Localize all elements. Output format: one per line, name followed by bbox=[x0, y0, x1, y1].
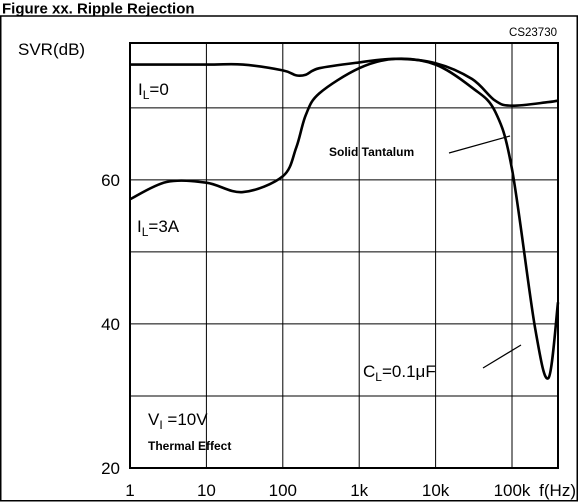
series-line-il-3a bbox=[129, 57, 560, 380]
figure-caption: Figure xx. Ripple Rejection bbox=[2, 0, 195, 17]
series-line-il-0 bbox=[130, 57, 559, 108]
y-tick-label: 20 bbox=[101, 459, 120, 478]
label-vi: VI =10V bbox=[148, 410, 208, 432]
x-tick-label: 1k bbox=[350, 481, 368, 500]
x-tick-label: 100 bbox=[269, 481, 297, 500]
x-tick-label: 10 bbox=[197, 481, 216, 500]
y-tick-label: 40 bbox=[101, 315, 120, 334]
outer-frame bbox=[0, 15, 578, 502]
tick-labels: 1 10 100 1k 10k 100k 20 40 60 bbox=[101, 171, 531, 500]
x-tick-label: 10k bbox=[422, 481, 450, 500]
grid-lines bbox=[129, 43, 558, 468]
y-axis-label: SVR(dB) bbox=[18, 40, 85, 59]
label-solid-tantalum: Solid Tantalum bbox=[329, 145, 414, 159]
cl-pointer bbox=[482, 344, 522, 369]
plot-area bbox=[129, 42, 559, 469]
y-tick-label: 60 bbox=[101, 171, 120, 190]
label-thermal-effect: Thermal Effect bbox=[148, 439, 231, 453]
label-il3a: IL=3A bbox=[137, 217, 180, 239]
series-group bbox=[129, 57, 560, 380]
x-axis-label: f(Hz) bbox=[539, 481, 576, 500]
label-cl: CL=0.1μF bbox=[363, 362, 436, 384]
label-il0: IL=0 bbox=[138, 80, 169, 102]
solid-tantalum-pointer bbox=[448, 135, 511, 154]
x-tick-label: 1 bbox=[125, 481, 134, 500]
chart-code: CS23730 bbox=[509, 27, 557, 39]
x-tick-label: 100k bbox=[494, 481, 531, 500]
